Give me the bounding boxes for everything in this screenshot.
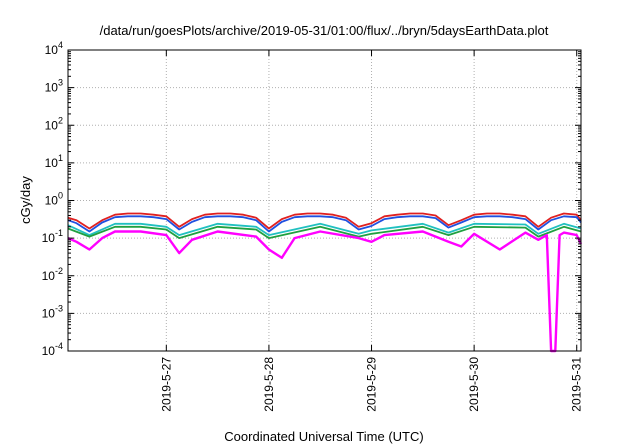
y-tick-label: 100: [45, 191, 63, 208]
y-tick-base: 10: [42, 344, 56, 358]
svg-text:10-4: 10-4: [42, 341, 63, 358]
svg-text:10-3: 10-3: [42, 303, 63, 320]
y-tick-label: 103: [45, 78, 63, 95]
svg-text:103: 103: [45, 78, 63, 95]
y-tick-base: 10: [45, 194, 59, 208]
svg-text:102: 102: [45, 115, 63, 132]
y-tick-base: 10: [45, 81, 59, 95]
y-tick-exponent: -2: [55, 266, 63, 276]
series-group: [67, 212, 583, 353]
y-tick-label: 10-1: [42, 228, 63, 245]
y-tick-base: 10: [45, 43, 59, 57]
y-tick-label: 10-3: [42, 303, 63, 320]
series-line-5: [67, 230, 583, 353]
svg-text:10-2: 10-2: [42, 266, 63, 283]
x-axis-label: Coordinated Universal Time (UTC): [224, 429, 423, 444]
x-tick-label: 2019-5-31: [570, 357, 584, 412]
y-tick-base: 10: [45, 156, 59, 170]
y-tick-label: 10-2: [42, 266, 63, 283]
y-axis-label: cGy/day: [18, 176, 33, 224]
x-tick-label: 2019-5-28: [262, 357, 276, 412]
y-tick-label: 104: [45, 40, 63, 57]
chart-title: /data/run/goesPlots/archive/2019-05-31/0…: [100, 23, 549, 38]
x-tick-label: 2019-5-27: [159, 357, 173, 412]
svg-text:100: 100: [45, 191, 63, 208]
y-tick-label: 102: [45, 115, 63, 132]
series-line-4: [67, 225, 582, 240]
y-tick-label: 10-4: [42, 341, 63, 358]
grid: [68, 50, 581, 351]
y-tick-exponent: 4: [58, 40, 63, 50]
y-tick-exponent: 2: [58, 115, 63, 125]
y-tick-base: 10: [42, 306, 56, 320]
y-tick-exponent: 0: [58, 191, 63, 201]
series-line-2: [67, 215, 582, 233]
y-tick-exponent: 3: [58, 78, 63, 88]
x-tick-label: 2019-5-29: [365, 357, 379, 412]
y-tick-exponent: 1: [58, 153, 63, 163]
series-line-3: [67, 222, 582, 237]
x-tick-labels: 2019-5-27 2019-5-28 2019-5-29 2019-5-30 2019…: [159, 50, 584, 412]
plot-frame: [67, 49, 582, 352]
series-line-1: [67, 212, 582, 230]
svg-text:104: 104: [45, 40, 63, 57]
y-tick-exponent: -3: [55, 303, 63, 313]
y-tick-base: 10: [42, 269, 56, 283]
svg-text:10-1: 10-1: [42, 228, 63, 245]
y-tick-exponent: -4: [55, 341, 63, 351]
x-tick-label: 2019-5-30: [467, 357, 481, 412]
y-tick-base: 10: [45, 118, 59, 132]
svg-text:101: 101: [45, 153, 63, 170]
y-tick-label: 101: [45, 153, 63, 170]
y-tick-base: 10: [42, 231, 56, 245]
y-tick-exponent: -1: [55, 228, 63, 238]
